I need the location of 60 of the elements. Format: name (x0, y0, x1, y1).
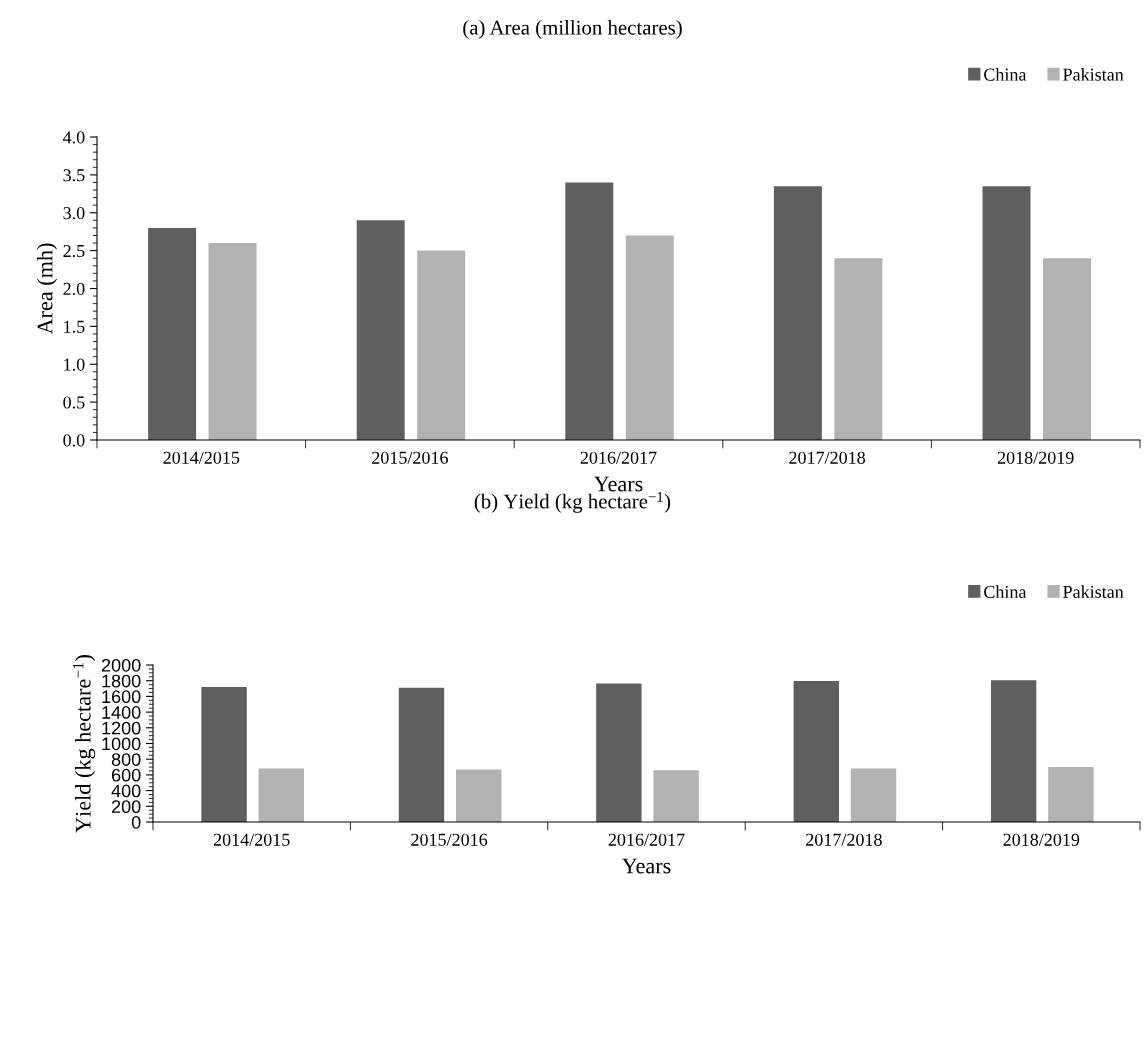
y-tick-label: 800 (111, 753, 141, 766)
y-tick-label: 1800 (102, 674, 141, 688)
y-tick-label: 2.5 (63, 244, 85, 258)
bar (456, 769, 502, 822)
x-tick-label: 2017/2018 (806, 833, 882, 846)
bar (398, 687, 445, 822)
y-tick-label: 0.5 (63, 396, 85, 409)
bar (625, 235, 674, 440)
y-tick-label: 0 (131, 815, 141, 829)
bar (1048, 767, 1094, 822)
y-tick-label: 1600 (102, 690, 141, 704)
bar (208, 243, 257, 440)
x-tick-label: 2015/2016 (411, 833, 488, 846)
y-tick-label: 600 (111, 768, 141, 782)
bar (565, 182, 614, 440)
bar (834, 258, 883, 440)
bar (773, 186, 822, 440)
bar (356, 220, 405, 440)
legend-label: Pakistan (1063, 585, 1124, 598)
bar (653, 770, 699, 822)
y-tick-label: 1200 (102, 721, 141, 735)
x-tick-label: 2015/2016 (372, 451, 448, 464)
x-tick-label: 2018/2019 (997, 451, 1074, 464)
x-tick-label: 2018/2019 (1003, 833, 1080, 846)
y-tick-label: 1000 (102, 737, 141, 751)
bar (417, 250, 466, 440)
x-tick-label: 2016/2017 (580, 451, 657, 464)
bar (850, 768, 897, 822)
x-tick-label: 2016/2017 (608, 833, 685, 846)
legend-label: Pakistan (1063, 68, 1124, 81)
y-tick-label: 3.5 (63, 169, 85, 182)
y-tick-label: 2000 (101, 658, 141, 672)
legend-label: China (984, 68, 1027, 81)
x-axis-title: Years (593, 476, 643, 492)
x-tick-label: 2014/2015 (163, 451, 240, 464)
bar (201, 686, 247, 822)
x-tick-label: 2017/2018 (789, 451, 866, 464)
bar (793, 681, 839, 822)
y-tick-label: 400 (111, 784, 141, 798)
legend-label: China (984, 585, 1027, 598)
y-tick-label: 1.5 (64, 320, 85, 333)
y-tick-label: 2.0 (63, 282, 85, 296)
y-tick-label: 200 (111, 800, 141, 814)
bar (990, 680, 1037, 822)
x-tick-label: 2014/2015 (213, 833, 290, 846)
y-axis-title: Yield (kg hectare$^{−1}$) (73, 655, 96, 833)
bar (258, 768, 305, 822)
chart-title: (a) Area (million hectares) (463, 20, 682, 39)
y-tick-label: 3.0 (63, 207, 85, 220)
bar (148, 227, 197, 440)
bar (1043, 258, 1091, 440)
y-tick-label: 1.0 (64, 358, 85, 371)
y-tick-label: 1400 (102, 706, 141, 719)
y-tick-label: 4.0 (62, 131, 85, 144)
y-axis-title: Area (mh) (36, 243, 58, 335)
chart-title: (b) Yield (kg hectare$^{−1}$) (474, 492, 671, 513)
y-tick-label: 0.0 (63, 434, 85, 447)
x-axis-title: Years (621, 858, 671, 874)
bar (982, 186, 1031, 440)
bar (596, 683, 642, 822)
